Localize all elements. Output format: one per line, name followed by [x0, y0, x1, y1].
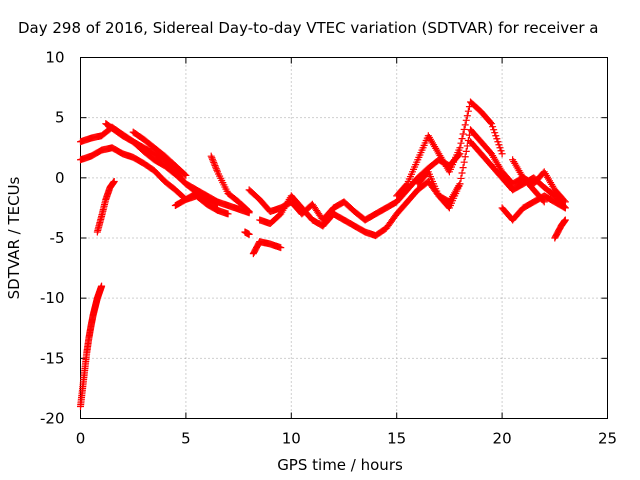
data-point [540, 198, 548, 206]
y-tick-labels: -20 -15 -10 -5 0 5 10 [40, 49, 608, 428]
data-point [491, 129, 499, 137]
x-tick-label-2: 10 [282, 430, 301, 448]
series-track-f [207, 152, 253, 216]
data-point [465, 131, 473, 139]
x-axis-title: GPS time / hours [277, 456, 403, 474]
grid [80, 57, 608, 419]
y-tick-label-6: 10 [45, 49, 64, 67]
data-point [110, 177, 118, 185]
data-point [458, 169, 466, 177]
data-point [487, 118, 495, 126]
series-track-h [77, 282, 106, 410]
data-point [498, 150, 506, 158]
data-point [561, 216, 569, 224]
data-point [464, 107, 472, 115]
data-point [492, 132, 500, 140]
data-point [560, 203, 568, 211]
data-point [461, 153, 469, 161]
data-point [98, 282, 106, 290]
data-point [462, 147, 470, 155]
data-point [462, 116, 470, 124]
data-point [245, 230, 253, 238]
data-point [457, 174, 465, 182]
data-point [208, 154, 216, 162]
data-point [212, 165, 220, 173]
x-tick-label-3: 15 [387, 430, 406, 448]
data-point [460, 125, 468, 133]
data-point [495, 141, 503, 149]
series-track-d [129, 128, 190, 179]
data-point [493, 135, 501, 143]
x-tick-label-1: 5 [181, 430, 191, 448]
data-point [181, 170, 189, 178]
y-tick-label-2: -10 [40, 289, 65, 307]
data-point [494, 138, 502, 146]
data-point [561, 204, 569, 212]
data-point [244, 207, 252, 215]
y-tick-label-4: 0 [55, 169, 65, 187]
data-point [456, 180, 464, 188]
data-point [539, 197, 547, 205]
series-track-q [509, 156, 548, 206]
series-track-g [93, 177, 118, 236]
data-point [497, 147, 505, 155]
chart-title: Day 298 of 2016, Sidereal Day-to-day VTE… [18, 19, 599, 37]
data-point [461, 121, 469, 129]
data-point [457, 139, 465, 147]
data-point [488, 120, 496, 128]
data-point [214, 200, 222, 208]
data-point [489, 123, 497, 131]
data-point [459, 164, 467, 172]
data-point [211, 162, 219, 170]
data-point [277, 244, 285, 252]
x-tick-label-5: 25 [598, 430, 617, 448]
data-point [210, 158, 218, 166]
data-point [209, 157, 217, 165]
data-point [210, 160, 218, 168]
x-tick-labels: 0 5 10 15 20 25 [76, 57, 617, 448]
series-track-c [102, 120, 211, 206]
data-point [496, 144, 504, 152]
y-tick-label-3: -5 [50, 229, 65, 247]
data-point [456, 144, 464, 152]
data-point [458, 135, 466, 143]
data-point [402, 181, 410, 189]
data-point [460, 158, 468, 166]
x-tick-label-4: 20 [493, 430, 512, 448]
y-tick-label-0: -20 [40, 410, 65, 428]
series-track-p [498, 192, 569, 224]
data-point [463, 142, 471, 150]
series-track-l [241, 228, 253, 238]
data-point [213, 166, 221, 174]
data-point [212, 163, 220, 171]
data-point [182, 171, 190, 179]
data-point [207, 152, 215, 160]
data-point [459, 130, 467, 138]
x-tick-label-0: 0 [76, 430, 86, 448]
series-track-r [551, 216, 569, 242]
y-tick-label-5: 5 [55, 109, 65, 127]
data-point [208, 155, 216, 163]
y-axis-title: SDTVAR / TECUs [5, 176, 23, 299]
data-marks [77, 98, 569, 410]
data-point [224, 210, 232, 218]
data-point [490, 126, 498, 134]
series-track-m [393, 98, 506, 200]
plot-frame [80, 57, 608, 419]
y-tick-label-1: -15 [40, 349, 65, 367]
series-track-e [171, 189, 222, 210]
data-point [245, 208, 253, 216]
series-track-j [256, 177, 464, 240]
data-point [463, 112, 471, 120]
series-track-k [249, 238, 285, 258]
